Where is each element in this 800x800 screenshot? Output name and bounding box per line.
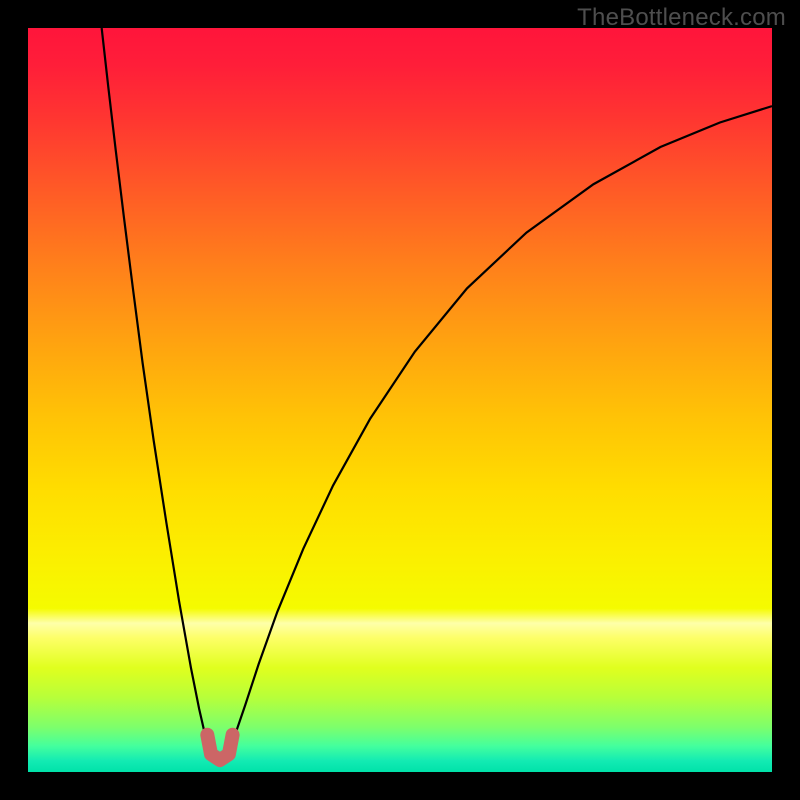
bottleneck-chart — [0, 0, 800, 800]
watermark-text: TheBottleneck.com — [577, 4, 786, 32]
bottleneck-chart-container: TheBottleneck.com — [0, 0, 800, 800]
plot-background — [28, 28, 772, 772]
